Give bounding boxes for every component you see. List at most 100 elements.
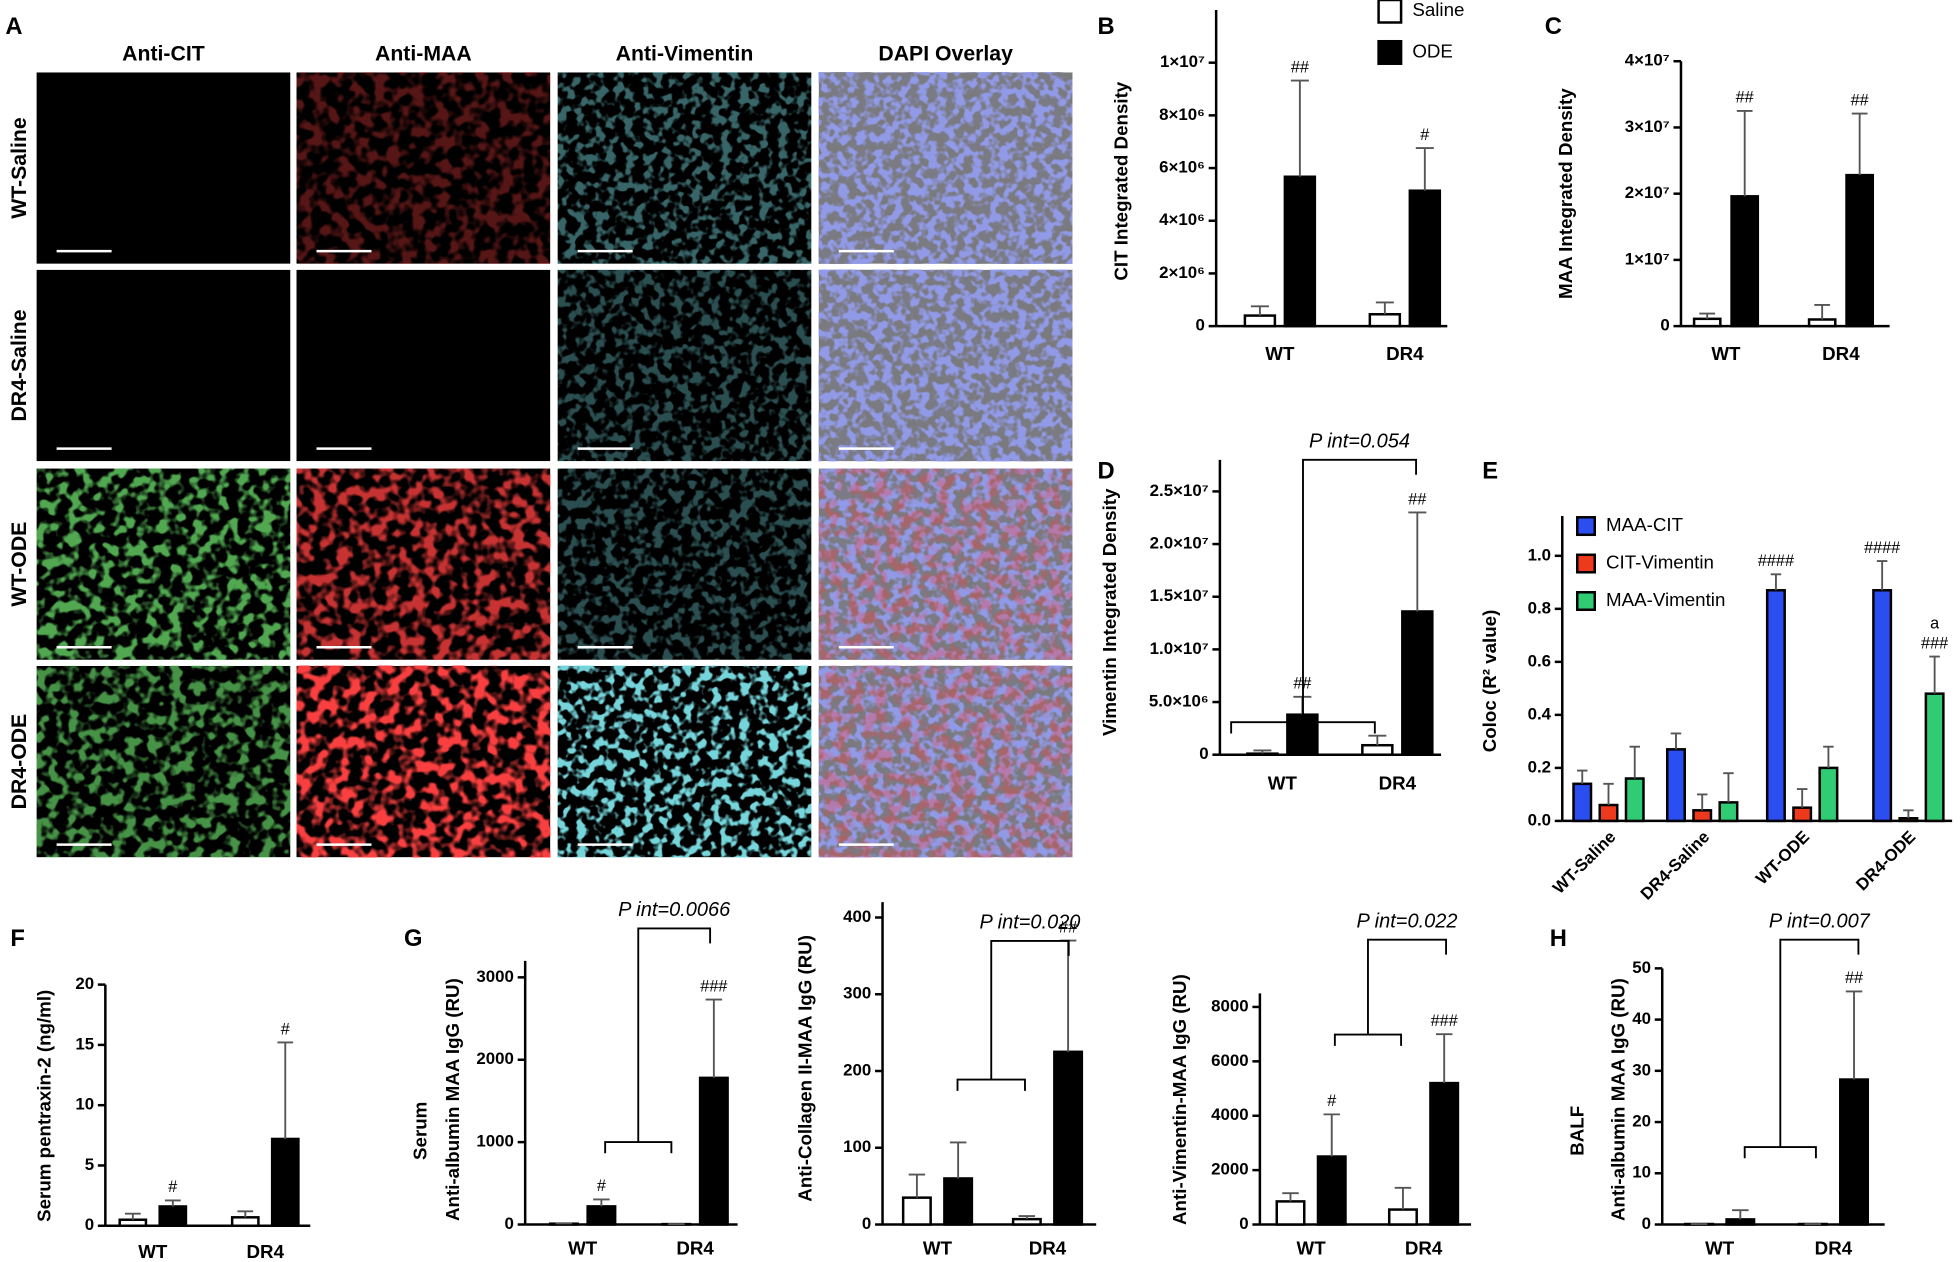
bar — [1408, 189, 1442, 328]
error-bar — [1845, 990, 1863, 1080]
interaction-bracket — [956, 939, 1070, 1091]
error-bar — [1723, 772, 1734, 803]
legend-label: MAA-Vimentin — [1606, 589, 1725, 610]
x-tick-label: DR4 — [1815, 1237, 1853, 1258]
error-bar — [593, 1198, 610, 1207]
error-bar — [164, 1199, 181, 1207]
x-tick-label: DR4 — [1386, 343, 1424, 364]
significance-label: ## — [1291, 58, 1309, 76]
error-bar — [1368, 734, 1387, 746]
bar — [1924, 692, 1945, 823]
bar — [1898, 817, 1919, 823]
legend-label: ODE — [1412, 40, 1453, 61]
panel-letter: D — [1097, 459, 1114, 485]
y-tick-label: 20 — [75, 974, 94, 993]
significance-label: # — [1327, 1092, 1336, 1110]
legend-swatch — [1576, 591, 1597, 612]
bar — [1792, 806, 1813, 823]
interaction-label: P int=0.0066 — [618, 899, 731, 921]
y-tick-label: 4×10⁶ — [1159, 210, 1205, 229]
bar — [1401, 610, 1434, 756]
y-axis-label: Coloc (R² value) — [1479, 610, 1500, 753]
panel-letter: H — [1550, 926, 1567, 952]
x-tick-label: DR4-ODE — [1852, 827, 1919, 894]
y-tick-label: 1.0×10⁷ — [1150, 639, 1209, 658]
bar — [1839, 1078, 1870, 1226]
bar — [1361, 743, 1394, 756]
legend-swatch — [1377, 39, 1403, 65]
panel-letter: E — [1482, 459, 1498, 485]
y-tick-label: 50 — [1632, 958, 1651, 977]
bar — [1275, 1200, 1306, 1226]
error-bar — [1282, 1192, 1299, 1202]
y-tick-label: 8000 — [1211, 996, 1249, 1015]
micrograph-signal — [36, 468, 291, 660]
significance-label: a — [1930, 614, 1940, 632]
panel-letter: B — [1097, 14, 1114, 40]
x-tick-label: WT — [1711, 343, 1741, 364]
y-tick-label: 0 — [1199, 744, 1208, 763]
error-bar — [1375, 301, 1394, 315]
bar — [1387, 1208, 1418, 1226]
micrograph-signal — [557, 468, 812, 660]
bar — [158, 1205, 188, 1228]
interaction-label: P int=0.054 — [1309, 431, 1410, 453]
significance-label: # — [597, 1177, 606, 1195]
significance-label: # — [281, 1020, 290, 1038]
y-axis-label: Serum pentraxin-2 (ng/ml) — [33, 990, 54, 1222]
micrograph-signal — [296, 468, 551, 660]
y-tick-label: 0.0 — [1528, 810, 1551, 829]
bar — [1725, 1218, 1756, 1226]
bar — [1872, 589, 1893, 823]
x-tick-label: WT — [1705, 1237, 1735, 1258]
error-bar — [1670, 732, 1682, 750]
bar — [1243, 314, 1277, 328]
y-axis-label: Vimentin Integrated Density — [1099, 488, 1120, 736]
y-tick-label: 2000 — [476, 1049, 514, 1068]
y-tick-label: 4×10⁷ — [1625, 51, 1670, 70]
y-tick-label: 0 — [1196, 316, 1205, 335]
legend-label: MAA-CIT — [1606, 514, 1684, 535]
x-tick-label: DR4 — [1029, 1237, 1067, 1258]
error-bar — [1736, 109, 1753, 197]
bar — [1730, 195, 1760, 328]
legend-label: CIT-Vimentin — [1606, 551, 1714, 572]
legend-swatch — [1576, 553, 1597, 574]
panel-letter: F — [10, 926, 25, 952]
y-axis-label: Anti-albumin MAA IgG (RU) — [442, 978, 463, 1221]
error-bar — [1323, 1113, 1340, 1157]
x-tick-label: DR4 — [1379, 773, 1417, 794]
bar — [1818, 766, 1839, 823]
row-label: DR4-ODE — [7, 714, 31, 810]
column-header: Anti-Vimentin — [616, 42, 754, 66]
bar — [1572, 782, 1593, 823]
micrograph-signal — [818, 468, 1073, 660]
row-label: WT-Saline — [7, 117, 31, 219]
bar — [1053, 1050, 1084, 1226]
y-axis-label: MAA Integrated Density — [1555, 88, 1576, 299]
micrograph-signal — [296, 72, 551, 264]
column-header: Anti-MAA — [375, 42, 472, 66]
y-tick-label: 30 — [1632, 1060, 1651, 1079]
interaction-label: P int=0.007 — [1769, 910, 1871, 932]
error-bar — [277, 1041, 294, 1139]
y-tick-label: 0.8 — [1528, 598, 1551, 617]
y-tick-label: 2.0×10⁷ — [1150, 534, 1209, 553]
y-tick-label: 20 — [1632, 1112, 1651, 1131]
error-bar — [1290, 79, 1309, 177]
error-bar — [1629, 745, 1640, 779]
micrograph-signal — [818, 269, 1073, 462]
micrograph-signal — [557, 72, 812, 264]
bar — [1246, 752, 1279, 756]
x-tick-label: WT — [138, 1241, 168, 1262]
significance-label: ## — [1408, 490, 1426, 508]
y-tick-label: 100 — [843, 1137, 871, 1156]
bar — [1845, 173, 1875, 328]
x-tick-label: WT — [1297, 1237, 1327, 1258]
error-bar — [1814, 303, 1831, 320]
error-bar — [1903, 809, 1914, 819]
interaction-bracket — [1230, 458, 1418, 734]
y-tick-label: 2.5×10⁷ — [1150, 481, 1209, 500]
bar — [118, 1218, 148, 1228]
